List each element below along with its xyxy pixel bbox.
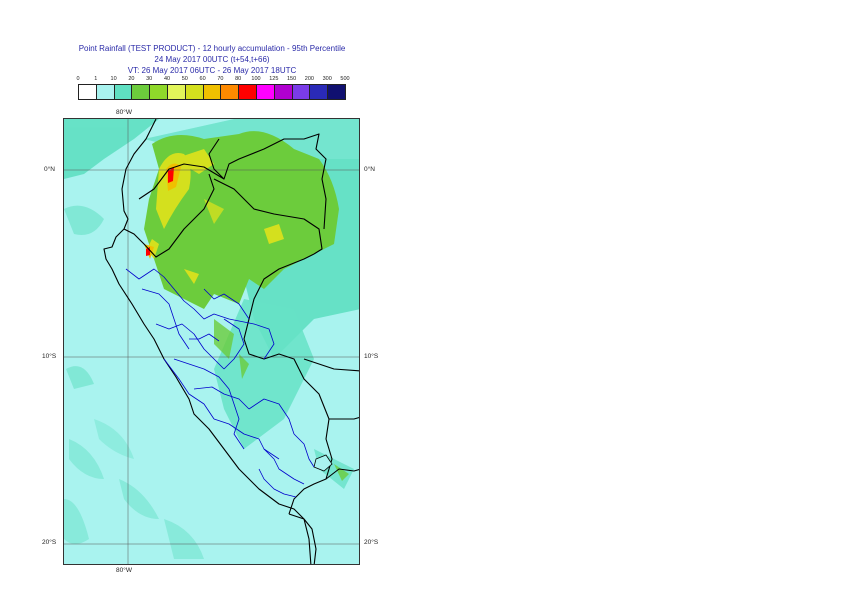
map-canvas <box>64 119 359 564</box>
legend-swatch <box>78 84 97 100</box>
legend-label: 80 <box>235 76 242 82</box>
legend-swatch <box>220 84 240 100</box>
country-borders <box>103 119 359 564</box>
lat-label-20-right: 20°S <box>364 539 379 546</box>
lon-label-top: 80°W <box>116 109 132 116</box>
legend-swatch <box>309 84 329 100</box>
legend-label: 100 <box>251 76 261 82</box>
lake <box>313 454 333 472</box>
legend-swatch <box>184 84 204 100</box>
rainfall-map <box>63 118 360 565</box>
legend-label: 200 <box>304 76 314 82</box>
lat-label-0-left: 0°N <box>44 166 55 173</box>
legend-swatch <box>167 84 186 100</box>
legend-swatch <box>202 84 222 100</box>
legend-label: 0 <box>76 76 80 82</box>
map-run-time: 24 May 2017 00UTC (t+54,t+66) <box>154 55 270 64</box>
legend-label: 300 <box>322 76 332 82</box>
legend-swatch <box>238 84 257 100</box>
map-title: Point Rainfall (TEST PRODUCT) - 12 hourl… <box>78 44 346 53</box>
rain-field-heavy <box>147 149 284 284</box>
regional-borders <box>125 268 315 498</box>
legend-swatch <box>131 84 151 100</box>
legend-label: 30 <box>146 76 153 82</box>
legend-swatch <box>256 84 275 100</box>
legend-swatch <box>113 84 133 100</box>
legend-swatch <box>273 84 293 100</box>
legend-label: 500 <box>340 76 350 82</box>
legend-label: 70 <box>217 76 224 82</box>
lat-label-0-right: 0°N <box>364 166 375 173</box>
legend-label: 60 <box>199 76 206 82</box>
legend-label: 50 <box>181 76 188 82</box>
legend-label: 20 <box>128 76 135 82</box>
lat-label-10-left: 10°S <box>42 353 57 360</box>
legend-label: 150 <box>287 76 297 82</box>
lon-label-bottom: 80°W <box>116 567 132 574</box>
legend-label: 125 <box>269 76 279 82</box>
legend-label: 40 <box>163 76 171 82</box>
map-valid-time: VT: 26 May 2017 06UTC - 26 May 2017 18UT… <box>127 66 297 75</box>
legend-swatch <box>291 84 311 100</box>
legend-label: 1 <box>94 76 98 82</box>
legend-swatch <box>149 84 168 100</box>
lat-label-20-left: 20°S <box>42 539 57 546</box>
lat-label-10-right: 10°S <box>364 353 379 360</box>
legend-swatch <box>95 84 115 100</box>
legend-label: 10 <box>110 76 117 82</box>
legend-swatch <box>327 84 346 100</box>
